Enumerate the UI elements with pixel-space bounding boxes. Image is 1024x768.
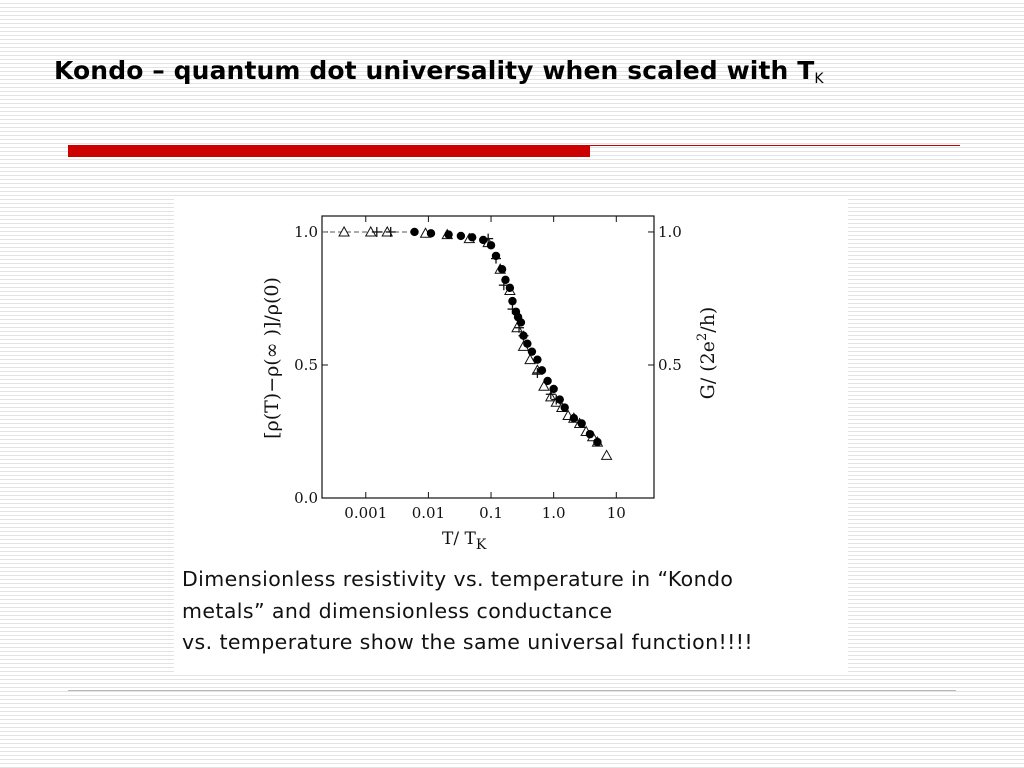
figure-caption: Dimensionless resistivity vs. temperatur… [182, 564, 846, 659]
slide-title: Kondo – quantum dot universality when sc… [54, 56, 824, 87]
filled-circle-point-21 [549, 384, 558, 394]
filled-circle-point-15 [519, 331, 528, 340]
caption-line-3: vs. temperature show the same universal … [182, 630, 753, 654]
filled-circle-point-6 [486, 241, 496, 250]
series-filled-circle [410, 227, 602, 447]
x-tick-label-1: 0.01 [412, 504, 445, 522]
y-axis-ticks: 0.0 0.5 1.0 0.5 1.0 [294, 223, 682, 507]
y-tick-right-label-1: 1.0 [658, 223, 682, 241]
y-axis-right-label-part2: /h) [697, 307, 719, 333]
filled-circle-point-26 [585, 429, 595, 439]
x-axis-label-subscript: K [476, 537, 487, 553]
filled-circle-point-20 [543, 376, 552, 386]
x-tick-label-2: 0.1 [479, 504, 503, 522]
caption-line-2: metals” and dimensionless conductance [182, 598, 613, 623]
y-tick-left-label-2: 1.0 [294, 223, 318, 241]
figure-panel: 0.001 0.01 0.1 1.0 10 0.0 0.5 1.0 0.5 1.0 T/ TK … [174, 198, 848, 672]
plus-point-1 [385, 226, 396, 237]
kondo-universality-chart: 0.001 0.01 0.1 1.0 10 0.00.51.00.51.0 T/ TK … [261, 215, 719, 553]
triangle-open-point-11 [524, 353, 536, 365]
x-tick-label-3: 1.0 [542, 504, 566, 522]
filled-circle-point-24 [569, 413, 579, 423]
title-accent-line [590, 145, 960, 146]
series-triangle-open [338, 225, 613, 460]
filled-circle-point-17 [527, 347, 537, 356]
filled-circle-point-4 [467, 233, 477, 242]
triangle-open-point-0 [338, 225, 350, 237]
x-axis-label: T/ TK [442, 529, 487, 553]
filled-circle-point-22 [555, 395, 564, 404]
filled-circle-point-10 [505, 283, 515, 293]
filled-circle-point-14 [516, 318, 526, 327]
y-tick-left-label-1: 0.5 [294, 356, 318, 374]
y-axis-right-label: G/ (2e2/h) [695, 307, 719, 400]
x-tick-label-4: 10 [607, 504, 626, 522]
filled-circle-point-0 [410, 227, 419, 237]
y-tick-left-label-0: 0.0 [294, 489, 318, 507]
filled-circle-point-2 [444, 230, 453, 239]
slide-title-subscript: K [814, 71, 824, 87]
caption-line-1: Dimensionless resistivity vs. temperatur… [182, 567, 734, 591]
data-series [338, 225, 613, 460]
footer-divider [68, 690, 956, 691]
triangle-open-point-23 [600, 449, 613, 460]
filled-circle-point-8 [497, 265, 507, 274]
filled-circle-point-7 [491, 251, 501, 261]
plot-frame [321, 215, 655, 499]
title-accent-bar [68, 145, 590, 157]
series-plus [371, 226, 562, 405]
filled-circle-point-3 [456, 231, 466, 241]
filled-circle-point-19 [537, 366, 547, 375]
slide-title-text: Kondo – quantum dot universality when sc… [54, 56, 815, 85]
plus-point-0 [371, 226, 382, 237]
x-tick-label-0: 0.001 [344, 504, 387, 522]
filled-circle-point-23 [560, 403, 569, 412]
filled-circle-point-16 [523, 339, 532, 348]
y-tick-right-label-0: 0.5 [658, 356, 682, 374]
x-axis-label-text: T/ T [442, 529, 476, 549]
filled-circle-point-9 [501, 275, 510, 285]
y-axis-left-label: [ρ(T)−ρ(∞ )]/ρ(0) [261, 277, 283, 439]
filled-circle-point-5 [479, 235, 488, 245]
x-axis-ticks: 0.001 0.01 0.1 1.0 10 [344, 216, 626, 522]
filled-circle-point-1 [426, 229, 436, 238]
filled-circle-point-27 [593, 437, 602, 447]
y-axis-right-label-superscript: 2 [695, 333, 710, 341]
filled-circle-point-25 [577, 419, 586, 428]
filled-circle-point-11 [508, 296, 517, 306]
y-axis-right-label-part1: G/ (2e [697, 341, 719, 399]
filled-circle-point-18 [533, 355, 542, 364]
triangle-open-point-13 [538, 380, 550, 391]
